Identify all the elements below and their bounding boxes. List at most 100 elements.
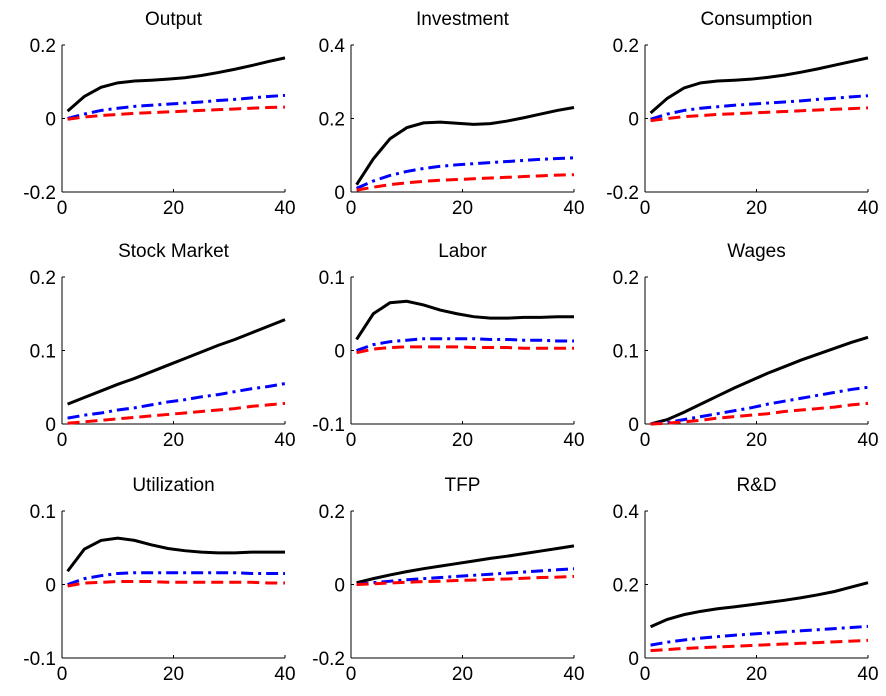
y-tick-label: -0.2 bbox=[312, 649, 345, 670]
y-tick-label: 0 bbox=[334, 342, 345, 363]
y-tick-label: 0.2 bbox=[613, 576, 639, 597]
series-line bbox=[356, 337, 574, 352]
y-tick-label: 0 bbox=[45, 576, 56, 597]
x-tick-label: 20 bbox=[163, 664, 184, 685]
x-tick-label: 20 bbox=[746, 198, 767, 219]
series-line bbox=[650, 624, 869, 647]
subplot-title: Labor bbox=[438, 241, 487, 262]
x-tick-label: 40 bbox=[563, 430, 584, 451]
x-tick-label: 40 bbox=[563, 664, 584, 685]
subplot-title: Utilization bbox=[132, 475, 214, 496]
x-tick-label: 40 bbox=[274, 198, 295, 219]
x-tick-label: 40 bbox=[563, 198, 584, 219]
x-tick-label: 0 bbox=[640, 198, 651, 219]
subplot-title: R&D bbox=[736, 475, 776, 496]
x-tick-label: 20 bbox=[746, 664, 767, 685]
series-line bbox=[356, 574, 575, 586]
series-line bbox=[649, 581, 869, 629]
series-line bbox=[67, 382, 286, 420]
y-tick-label: 0.1 bbox=[613, 342, 639, 363]
series-line bbox=[356, 544, 575, 585]
y-tick-label: 0 bbox=[628, 415, 639, 436]
x-tick-label: 40 bbox=[274, 664, 295, 685]
subplot-title: Wages bbox=[727, 241, 785, 262]
x-tick-label: 0 bbox=[346, 430, 357, 451]
y-tick-label: 0.2 bbox=[319, 110, 345, 131]
subplot: Consumption-0.200.20 20 40 bbox=[606, 9, 878, 219]
y-tick-label: 0.4 bbox=[613, 502, 640, 523]
subplot: R&D 0 0.2 0.4 0 20 40 bbox=[613, 475, 879, 685]
subplot-title: Consumption bbox=[701, 9, 813, 30]
y-tick-label: 0.4 bbox=[319, 36, 346, 57]
x-tick-label: 20 bbox=[163, 198, 184, 219]
y-tick-label: 0.2 bbox=[613, 268, 639, 289]
x-tick-label: 0 bbox=[640, 430, 651, 451]
x-tick-label: 0 bbox=[57, 198, 68, 219]
x-tick-label: 40 bbox=[857, 198, 878, 219]
y-tick-label: 0.1 bbox=[30, 342, 56, 363]
y-tick-label: 0.1 bbox=[319, 268, 345, 289]
series-line bbox=[67, 401, 286, 425]
x-tick-label: 20 bbox=[452, 198, 473, 219]
subplot: Utilization-0.100.10 20 40 bbox=[23, 475, 295, 685]
subplot: Stock Market 0 0.1 0.2 0 20 40 bbox=[30, 241, 296, 451]
series-line bbox=[650, 106, 869, 123]
x-tick-label: 40 bbox=[274, 430, 295, 451]
series-line bbox=[355, 299, 574, 341]
series-line bbox=[66, 56, 286, 113]
x-tick-label: 20 bbox=[452, 430, 473, 451]
x-tick-label: 20 bbox=[452, 664, 473, 685]
subplot-title: TFP bbox=[445, 475, 481, 496]
subplot-title: Output bbox=[145, 9, 203, 30]
y-tick-label: -0.1 bbox=[23, 649, 56, 670]
x-tick-label: 0 bbox=[57, 430, 68, 451]
y-tick-label: 0.1 bbox=[30, 502, 56, 523]
series-line bbox=[650, 335, 869, 426]
y-tick-label: 0.2 bbox=[30, 268, 56, 289]
series-line bbox=[67, 580, 285, 588]
y-tick-label: 0.2 bbox=[613, 36, 639, 57]
series-line bbox=[67, 105, 286, 121]
x-tick-label: 0 bbox=[346, 664, 357, 685]
x-tick-label: 0 bbox=[640, 664, 651, 685]
y-tick-label: 0 bbox=[334, 576, 345, 597]
y-tick-label: 0 bbox=[45, 110, 56, 131]
series-line bbox=[356, 173, 575, 192]
series-line bbox=[67, 318, 286, 406]
subplot: Wages 0 0.1 0.2 0 20 40 bbox=[613, 241, 879, 451]
series-line bbox=[649, 56, 869, 115]
series-line bbox=[650, 401, 869, 426]
y-tick-label: 0.2 bbox=[319, 502, 345, 523]
y-tick-label: -0.1 bbox=[312, 415, 345, 436]
y-tick-label: 0 bbox=[45, 415, 56, 436]
series-line bbox=[67, 571, 285, 586]
y-tick-label: 0 bbox=[628, 649, 639, 670]
subplot-title: Stock Market bbox=[118, 241, 230, 262]
x-tick-label: 20 bbox=[163, 430, 184, 451]
y-tick-label: -0.2 bbox=[23, 183, 56, 204]
series-line bbox=[355, 156, 575, 190]
y-tick-label: -0.2 bbox=[606, 183, 639, 204]
x-tick-label: 20 bbox=[746, 430, 767, 451]
subplot: TFP-0.200.20 20 40 bbox=[312, 475, 584, 685]
series-line bbox=[650, 638, 869, 653]
y-tick-label: 0 bbox=[334, 183, 345, 204]
x-tick-label: 0 bbox=[346, 198, 357, 219]
series-line bbox=[67, 93, 286, 120]
subplot: Output-0.200.20 20 40 bbox=[23, 9, 295, 219]
x-tick-label: 40 bbox=[857, 664, 878, 685]
subplot-title: Investment bbox=[416, 9, 510, 30]
series-line bbox=[355, 106, 575, 186]
series-line bbox=[66, 536, 285, 573]
series-line bbox=[650, 94, 869, 121]
series-line bbox=[356, 567, 575, 586]
series-line bbox=[356, 345, 574, 355]
x-tick-label: 0 bbox=[57, 664, 68, 685]
y-tick-label: 0.2 bbox=[30, 36, 56, 57]
subplot: Labor-0.100.10 20 40 bbox=[312, 241, 584, 451]
y-tick-label: 0 bbox=[628, 110, 639, 131]
x-tick-label: 40 bbox=[857, 430, 878, 451]
subplot: Investment 0 0.2 0.4 0 20 40 bbox=[319, 9, 585, 219]
